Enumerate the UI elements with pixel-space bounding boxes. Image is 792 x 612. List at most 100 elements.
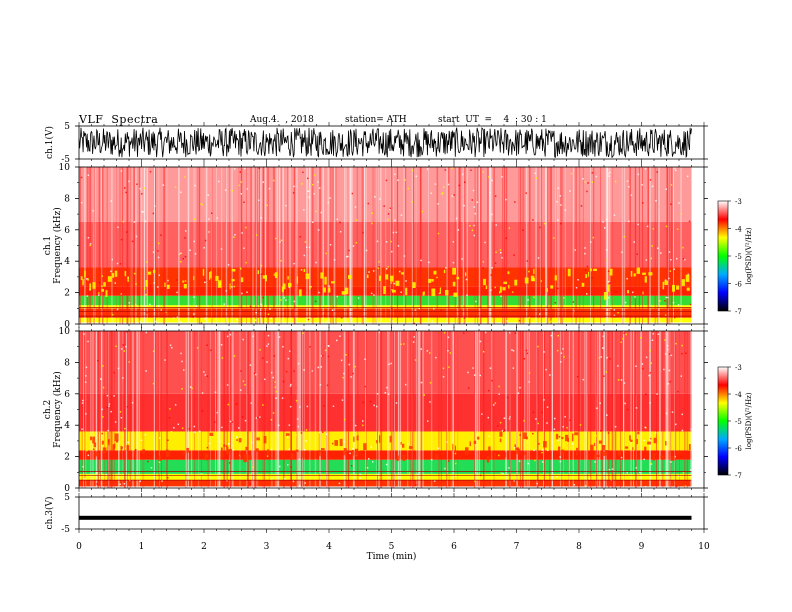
ch1-spectrogram-speckle [407, 187, 409, 190]
ch2-spectrogram-speckle [288, 448, 291, 451]
ch2-spectrogram-speckle [430, 459, 433, 461]
ch2-spectrogram-speckle [455, 462, 457, 465]
ch1-spectrogram-streak [193, 167, 194, 324]
ch1-spectrogram-speckle [385, 268, 388, 270]
ch2-spectrogram-speckle [131, 402, 134, 404]
ch2-spectrogram-speckle [229, 333, 232, 336]
ch1-spectrogram-patch [423, 291, 425, 295]
ch1-spectrogram-speckle [559, 195, 562, 197]
ch1-spectrogram-speckle [101, 285, 103, 287]
ch2-spectrogram-speckle [538, 443, 540, 445]
ch1-spectrogram-speckle [122, 220, 124, 223]
ch2-spectrogram-speckle [271, 371, 273, 374]
ch2-spectrogram-speckle [513, 480, 515, 482]
ch2-spectrogram-speckle [242, 338, 244, 341]
ch1-spectrogram-speckle [368, 271, 370, 273]
ch2-spectrogram-patch [637, 431, 640, 435]
ch2-spectrogram-patch [601, 445, 606, 451]
ch1-spectrogram-streak [396, 167, 399, 324]
ch2-spectrogram-streak [218, 331, 220, 488]
ch2-spectrogram-speckle [608, 468, 611, 471]
ch1-waveform-ytick-label: -5 [61, 155, 70, 165]
ch1-spectrogram-speckle [158, 305, 160, 307]
ch1-spectrogram-speckle [623, 235, 626, 238]
ch2-spectrogram-patch [670, 455, 675, 461]
ch2-spectrogram-streak [301, 331, 303, 488]
ch1-spectrogram-streak [487, 167, 489, 324]
ch1-spectrogram-streak [154, 167, 155, 324]
ch1-spectrogram-streak [365, 167, 367, 324]
ch2-spectrogram-streak [92, 331, 94, 488]
ch2-spectrogram-speckle [102, 386, 105, 389]
ch1-spectrogram-streak [361, 167, 363, 324]
ch2-spectrogram-speckle [85, 413, 87, 415]
ch2-spectrogram-streak [118, 331, 120, 488]
ch2-spectrogram-streak [601, 331, 603, 488]
ch1-spectrogram-speckle [441, 193, 443, 195]
ch1-spectrogram-speckle [89, 243, 92, 245]
ch2-spectrogram-streak [394, 331, 395, 488]
ch2-spectrogram-patch [565, 434, 569, 442]
ch2-spectrogram-speckle [541, 449, 544, 451]
ch2-spectrogram-speckle [415, 484, 417, 486]
ch2-spectrogram-streak [440, 331, 442, 488]
ch1-spectrogram-speckle [139, 320, 142, 323]
ch1-spectrogram-speckle [393, 282, 395, 285]
ch1-spectrogram-streak [308, 167, 311, 324]
ch2-spectrogram-streak [219, 331, 221, 488]
ch2-spectrogram-speckle [164, 359, 166, 361]
ch2-spectrogram-speckle [82, 466, 84, 468]
ch1-spectrogram-patch [530, 275, 535, 282]
ch1-spectrogram-speckle [463, 204, 465, 207]
ch1-spectrogram-speckle [642, 202, 644, 204]
ch1-spectrogram-speckle [664, 300, 666, 302]
ch2-spectrogram-speckle [623, 382, 626, 384]
ch2-spectrogram-speckle [417, 473, 419, 476]
ch1-spectrogram-streak [463, 167, 465, 324]
ch1-spectrogram-streak [487, 167, 489, 324]
ch2-spectrogram-streak [226, 331, 228, 488]
ch2-spectrogram-speckle [408, 472, 411, 474]
ch1-spectrogram-streak [490, 167, 492, 324]
ch2-spectrogram-speckle [543, 351, 545, 353]
ch2-spectrogram-speckle [370, 446, 373, 448]
ch1-spectrogram-speckle [135, 303, 137, 306]
ch1-spectrogram-patch [405, 287, 408, 296]
ch2-spectrogram-speckle [332, 405, 335, 407]
ch2-spectrogram-speckle [446, 441, 448, 443]
ch1-spectrogram-speckle [208, 231, 210, 233]
ch1-spectrogram-speckle [461, 258, 463, 260]
ch1-spectrogram-speckle [280, 260, 282, 262]
ch2-spectrogram-speckle [219, 440, 221, 443]
ch1-spectrogram-speckle [386, 306, 388, 308]
ch1-spectrogram-speckle [339, 231, 342, 233]
ch2-spectrogram-speckle [124, 447, 127, 450]
ch2-spectrogram-streak [217, 331, 219, 488]
ch2-spectrogram-speckle [267, 334, 270, 337]
ch1-spectrogram-streak [319, 167, 321, 324]
ch2-spectrogram-patch [593, 454, 596, 459]
ch1-spectrogram-speckle [315, 210, 317, 213]
ch1-spectrogram-patch [183, 284, 187, 289]
ch1-spectrogram-streak [550, 167, 552, 324]
ch1-spectrogram-speckle [420, 259, 422, 262]
ch1-spectrogram-speckle [549, 321, 551, 323]
ch2-spectrogram-streak [559, 331, 562, 488]
ch2-spectrogram-speckle [84, 381, 87, 383]
ch1-spectrogram-streak [436, 167, 439, 324]
ch2-spectrogram-streak [448, 331, 450, 488]
ch2-spectrogram-patch [339, 438, 343, 446]
ch2-spectrogram-speckle [102, 365, 104, 367]
ch2-spectrogram-speckle [225, 445, 228, 447]
ch2-spectrogram-speckle [201, 392, 204, 394]
ch1-spectrogram-speckle [203, 247, 205, 249]
ch1-spectrogram-speckle [465, 278, 468, 281]
ch2-spectrogram-speckle [511, 349, 513, 351]
ch1-spectrogram-speckle [133, 272, 136, 275]
ch2-spectrogram-patch [561, 449, 565, 454]
ch2-spectrogram-speckle [127, 441, 129, 444]
ch2-spectrogram-patch [263, 436, 267, 444]
ch2-spectrogram-speckle [266, 455, 269, 457]
ch2-spectrogram-speckle [311, 370, 313, 372]
ch1-spectrogram-patch [431, 288, 436, 297]
